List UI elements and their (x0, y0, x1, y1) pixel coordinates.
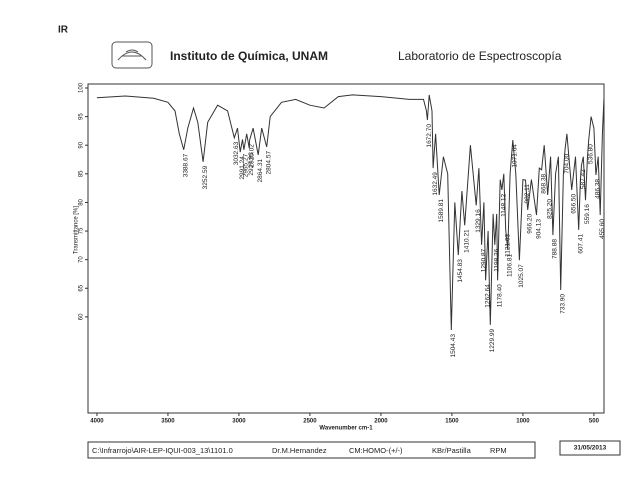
peak-label: 1632.49 (432, 172, 439, 196)
peak-label: 3252.59 (202, 165, 209, 189)
peak-label: 1025.07 (518, 264, 525, 288)
laboratory: Laboratorio de Espectroscopía (398, 49, 562, 63)
footer-date: 31/05/2013 (574, 445, 607, 452)
peak-label: 904.13 (535, 219, 542, 239)
peak-label: 1672.70 (426, 124, 433, 148)
peak-label: 868.38 (540, 173, 547, 193)
peak-label: 1071.64 (511, 144, 518, 168)
peak-label: 2804.57 (265, 151, 272, 175)
peak-label: 607.41 (577, 234, 584, 254)
peak-label: 1410.21 (463, 229, 470, 253)
peak-label: 656.50 (570, 193, 577, 213)
date-box (559, 440, 621, 456)
y-tick-label: 95 (79, 113, 85, 120)
peak-label: 1229.99 (489, 329, 496, 353)
footer-file: C:\Infrarrojo\AIR-LEP-IQUI-003_13\1101.0 (92, 446, 233, 455)
peak-label: 3032.63 (233, 141, 240, 165)
y-tick-label: 60 (79, 313, 85, 320)
x-tick-label: 1500 (445, 419, 459, 425)
x-tick-label: 2000 (374, 419, 388, 425)
footer-box (87, 441, 536, 459)
peak-label: 1589.81 (438, 199, 445, 223)
x-tick-label: 3500 (161, 419, 175, 425)
peak-label: 1121.63 (504, 234, 511, 257)
footer-sample: CM:HOMO-(+/-) (349, 446, 403, 455)
y-tick-label: 85 (79, 170, 85, 177)
x-tick-label: 2500 (303, 419, 317, 425)
peak-label: 733.90 (559, 294, 566, 314)
peak-label: 966.20 (526, 214, 533, 234)
x-tick-label: 1000 (516, 419, 530, 425)
footer-method: KBr/Pastilla (432, 446, 472, 455)
peak-label: 2927.93 (248, 152, 255, 176)
peak-label: 455.60 (599, 219, 606, 239)
logo (111, 41, 153, 69)
y-tick-label: 100 (79, 82, 85, 93)
peak-label: 587.42 (580, 169, 587, 189)
peak-label: 1198.26 (493, 248, 500, 271)
institution: Instituto de Química, UNAM (170, 49, 328, 63)
x-axis-label: Wavenumber cm-1 (319, 426, 373, 432)
peak-label: 2991.24 (239, 156, 246, 180)
peak-label: 1148.12 (501, 193, 508, 216)
plot-frame (87, 83, 605, 414)
peak-label: 1262.64 (484, 284, 491, 308)
peak-label: 1290.87 (480, 248, 487, 272)
peak-label: 1504.43 (450, 334, 457, 358)
peak-label: 486.38 (595, 179, 602, 199)
peak-label: 1329.16 (475, 209, 482, 233)
peak-label: 825.20 (546, 199, 553, 219)
x-tick-label: 4000 (90, 419, 104, 425)
peak-label: 1454.83 (457, 259, 464, 283)
y-tick-label: 80 (79, 198, 85, 205)
spectrum-line (96, 94, 605, 331)
y-tick-label: 90 (79, 141, 85, 148)
peak-label: 1178.40 (496, 284, 503, 307)
y-axis-label: Transmittance [%] (74, 206, 80, 254)
peak-label: 788.88 (552, 239, 559, 259)
peak-label: 536.80 (587, 144, 594, 164)
footer-rpm: RPM (490, 446, 507, 455)
y-tick-label: 75 (79, 227, 85, 234)
peak-label: 982.11 (524, 184, 531, 204)
x-tick-label: 3000 (232, 419, 246, 425)
peak-label: 704.00 (564, 153, 571, 173)
x-tick-label: 500 (589, 419, 600, 425)
peak-label: 559.16 (584, 204, 591, 224)
footer-operator: Dr.M.Hernandez (272, 446, 327, 455)
peak-label: 2965.27 (243, 153, 250, 177)
peak-label: 2864.31 (257, 159, 264, 183)
y-tick-label: 65 (79, 284, 85, 291)
mode-label: IR (58, 25, 69, 36)
y-tick-label: 70 (79, 256, 85, 263)
peak-label: 2925.02 (248, 144, 255, 168)
peak-label: 1106.81 (506, 254, 513, 277)
peak-label: 3388.67 (182, 153, 189, 177)
